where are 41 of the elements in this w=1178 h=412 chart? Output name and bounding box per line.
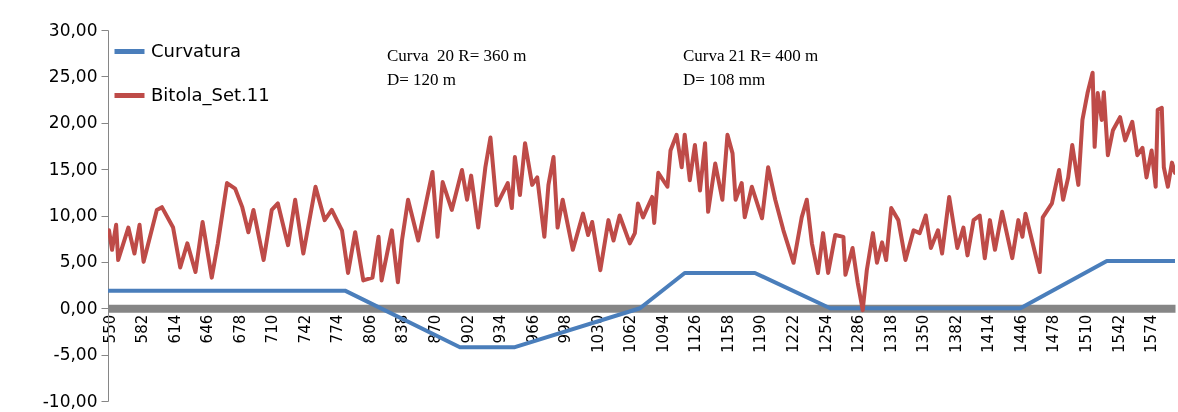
y-tick-label: 0,00 xyxy=(59,297,98,318)
y-tick-label: 30,00 xyxy=(48,19,98,40)
x-tick-label: 1222 xyxy=(784,314,803,353)
y-tick-label: 5,00 xyxy=(59,251,98,272)
x-tick-label: 614 xyxy=(165,314,184,344)
x-tick-label: 1414 xyxy=(979,314,998,353)
x-tick-label: 1510 xyxy=(1076,314,1095,353)
x-tick-label: 1126 xyxy=(686,314,705,353)
x-tick-label: 1286 xyxy=(849,314,868,353)
x-tick-label: 582 xyxy=(133,314,152,344)
legend-label: Bitola_Set.11 xyxy=(151,83,270,106)
y-tick-label: -5,00 xyxy=(53,344,98,365)
x-tick-label: 806 xyxy=(360,314,379,344)
x-tick-label: 1254 xyxy=(816,314,835,353)
x-tick-label: 1542 xyxy=(1109,314,1128,353)
legend-label: Curvatura xyxy=(151,39,241,61)
y-tick-label: 20,00 xyxy=(48,112,98,133)
x-tick-label: 1158 xyxy=(718,314,737,353)
x-tick-label: 902 xyxy=(458,314,477,344)
x-tick-label: 1094 xyxy=(653,314,672,353)
x-tick-label: 678 xyxy=(230,314,249,344)
x-tick-label: 1478 xyxy=(1044,314,1063,353)
line-series xyxy=(108,70,1175,313)
y-tick-label: 10,00 xyxy=(48,205,98,225)
y-tick-label: 15,00 xyxy=(48,158,98,179)
y-tick-label: 25,00 xyxy=(48,65,98,86)
x-tick-label: 742 xyxy=(295,314,314,344)
x-tick-label: 1318 xyxy=(881,314,900,353)
x-tick-label: 1190 xyxy=(751,314,770,353)
x-tick-label: 710 xyxy=(263,314,282,344)
x-tick-label: 1350 xyxy=(914,314,933,353)
annotation: Curva 21 R= 400 m D= 108 mm xyxy=(683,46,819,89)
x-tick-label: 1382 xyxy=(946,314,965,353)
x-tick-label: 1062 xyxy=(621,314,640,353)
x-tick-label: 774 xyxy=(328,314,347,344)
x-tick-label: 646 xyxy=(198,314,217,344)
annotation: Curva 20 R= 360 m D= 120 m xyxy=(387,46,527,89)
x-tick-label: 934 xyxy=(491,314,510,344)
y-tick-label: -10,00 xyxy=(42,390,98,411)
x-tick-label: 1446 xyxy=(1011,314,1030,353)
x-tick-label: 1574 xyxy=(1142,314,1161,353)
